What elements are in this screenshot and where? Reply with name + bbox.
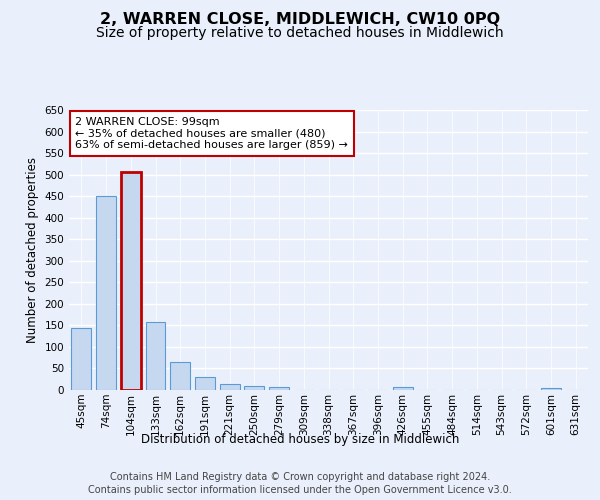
Bar bbox=[170, 362, 190, 390]
Bar bbox=[195, 377, 215, 390]
Text: Size of property relative to detached houses in Middlewich: Size of property relative to detached ho… bbox=[96, 26, 504, 40]
Text: Contains public sector information licensed under the Open Government Licence v3: Contains public sector information licen… bbox=[88, 485, 512, 495]
Bar bbox=[541, 388, 561, 390]
Y-axis label: Number of detached properties: Number of detached properties bbox=[26, 157, 39, 343]
Bar bbox=[269, 387, 289, 390]
Text: 2 WARREN CLOSE: 99sqm
← 35% of detached houses are smaller (480)
63% of semi-det: 2 WARREN CLOSE: 99sqm ← 35% of detached … bbox=[75, 117, 348, 150]
Bar bbox=[146, 322, 166, 390]
Text: Distribution of detached houses by size in Middlewich: Distribution of detached houses by size … bbox=[141, 432, 459, 446]
Bar bbox=[244, 386, 264, 390]
Bar bbox=[96, 196, 116, 390]
Text: Contains HM Land Registry data © Crown copyright and database right 2024.: Contains HM Land Registry data © Crown c… bbox=[110, 472, 490, 482]
Text: 2, WARREN CLOSE, MIDDLEWICH, CW10 0PQ: 2, WARREN CLOSE, MIDDLEWICH, CW10 0PQ bbox=[100, 12, 500, 28]
Bar bbox=[220, 384, 239, 390]
Bar bbox=[393, 387, 413, 390]
Bar bbox=[121, 172, 140, 390]
Bar bbox=[71, 328, 91, 390]
